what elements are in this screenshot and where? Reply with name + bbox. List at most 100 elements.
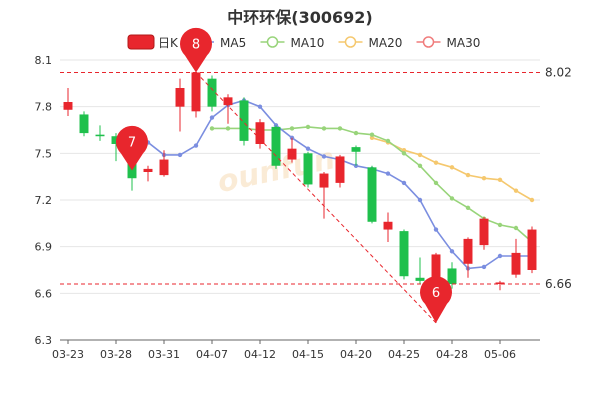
x-tick-label: 04-07 (196, 348, 228, 361)
ma10-line-point (433, 180, 439, 186)
x-tick-label: 04-28 (436, 348, 468, 361)
ma5-line-point (481, 264, 487, 270)
pin-shape (420, 276, 453, 323)
candle-body (319, 173, 329, 188)
legend-label: 日K (158, 36, 179, 50)
y-tick-label: 7.8 (35, 101, 53, 114)
x-tick-label: 04-12 (244, 348, 276, 361)
candle-body (303, 153, 313, 185)
candle (207, 75, 217, 112)
candle-body (495, 282, 505, 284)
candle (479, 217, 489, 250)
candle (271, 125, 281, 169)
ma20-line-point (513, 188, 519, 193)
grid (60, 59, 540, 341)
x-tick-label: 04-25 (388, 348, 420, 361)
x-tick-label: 04-15 (292, 348, 324, 361)
ma20-line-point (401, 148, 407, 153)
legend-label: MA10 (291, 36, 325, 50)
chart-title: 中环环保(300692) (227, 8, 373, 27)
legend-label: MA20 (369, 36, 403, 50)
reference-label: 8.02 (545, 65, 572, 79)
ma10-line-point (225, 126, 231, 131)
pin-label: 7 (128, 135, 136, 150)
candle (399, 229, 409, 280)
reference-label: 6.66 (545, 277, 572, 291)
candle-body (351, 147, 361, 152)
pin-marker: 8 (180, 27, 213, 73)
candle (287, 137, 297, 163)
candle-body (127, 162, 137, 179)
candle (527, 226, 537, 274)
ma10-line-point (497, 222, 503, 228)
candle (143, 165, 153, 182)
ma10-line-point (385, 138, 391, 144)
candle-body (255, 122, 265, 144)
moving-average-lines (129, 98, 535, 271)
pin-shape (180, 27, 213, 73)
candles (63, 69, 537, 323)
candle-body (143, 168, 153, 172)
candle-body (111, 136, 121, 144)
pin-marker: 7 (115, 125, 148, 171)
ma10-line-point (305, 124, 311, 130)
y-tick-label: 7.5 (35, 147, 53, 160)
ma20-line-point (417, 152, 423, 158)
ma10-line-point (465, 205, 471, 210)
trend-line (195, 72, 437, 324)
markers: 7 8 6 (115, 27, 453, 323)
y-tick-label: 6.6 (35, 287, 53, 300)
y-tick-label: 8.1 (35, 54, 53, 67)
legend-swatch-dot (422, 36, 435, 48)
x-tick-label: 05-06 (484, 348, 516, 361)
candle-body (287, 148, 297, 160)
x-tick-label: 03-31 (148, 348, 180, 361)
pin-label: 8 (192, 37, 200, 52)
ma5-line-point (321, 154, 327, 159)
candle-body (367, 167, 377, 222)
ma10-line-point (321, 126, 327, 131)
ma5-line-point (209, 115, 215, 120)
candle-body (431, 254, 441, 284)
candle (383, 212, 393, 242)
candle (511, 238, 521, 278)
ma10-line-point (369, 132, 375, 137)
ma10-line-point (449, 196, 455, 201)
ma10-line-point (209, 126, 215, 131)
legend-swatch-dot (266, 36, 279, 48)
ma20-line-point (497, 177, 503, 182)
ma10-line-point (513, 225, 519, 231)
legend-label: MA30 (447, 36, 481, 50)
ma20-line-point (369, 135, 375, 140)
candle-body (383, 221, 393, 230)
legend: 日K MA5 MA10 MA20 MA30 (127, 34, 481, 50)
axes: 8.1 7.8 7.5 7.2 6.9 6.6 6.303-23 03-28 03-31 04-0… (35, 54, 540, 361)
candle (95, 125, 105, 141)
candle-body (223, 97, 233, 106)
reference-lines: 8.02 6.66 (60, 65, 572, 324)
ma5-line-point (433, 227, 439, 232)
ma5-line-point (417, 197, 423, 203)
candle-body (527, 229, 537, 270)
candle (495, 280, 505, 291)
candle-body (159, 159, 169, 176)
candle-body (511, 252, 521, 275)
ma10-line-point (417, 163, 423, 168)
candle-body (415, 277, 425, 281)
candle (303, 151, 313, 188)
ma10-line-point (353, 130, 359, 136)
candle-body (79, 114, 89, 134)
candle-body (191, 72, 201, 112)
candle (111, 133, 121, 162)
x-tick-label: 03-28 (100, 348, 132, 361)
ma5-line-point (193, 143, 199, 148)
candle-body (239, 100, 249, 141)
pin-label: 6 (432, 286, 440, 301)
ma20-line-point (465, 172, 471, 178)
candle-body (335, 156, 345, 183)
candle-body (463, 238, 473, 264)
candle (255, 119, 265, 149)
ma10-line-point (289, 126, 295, 131)
candle (335, 154, 345, 188)
ma5-line-point (305, 146, 311, 151)
